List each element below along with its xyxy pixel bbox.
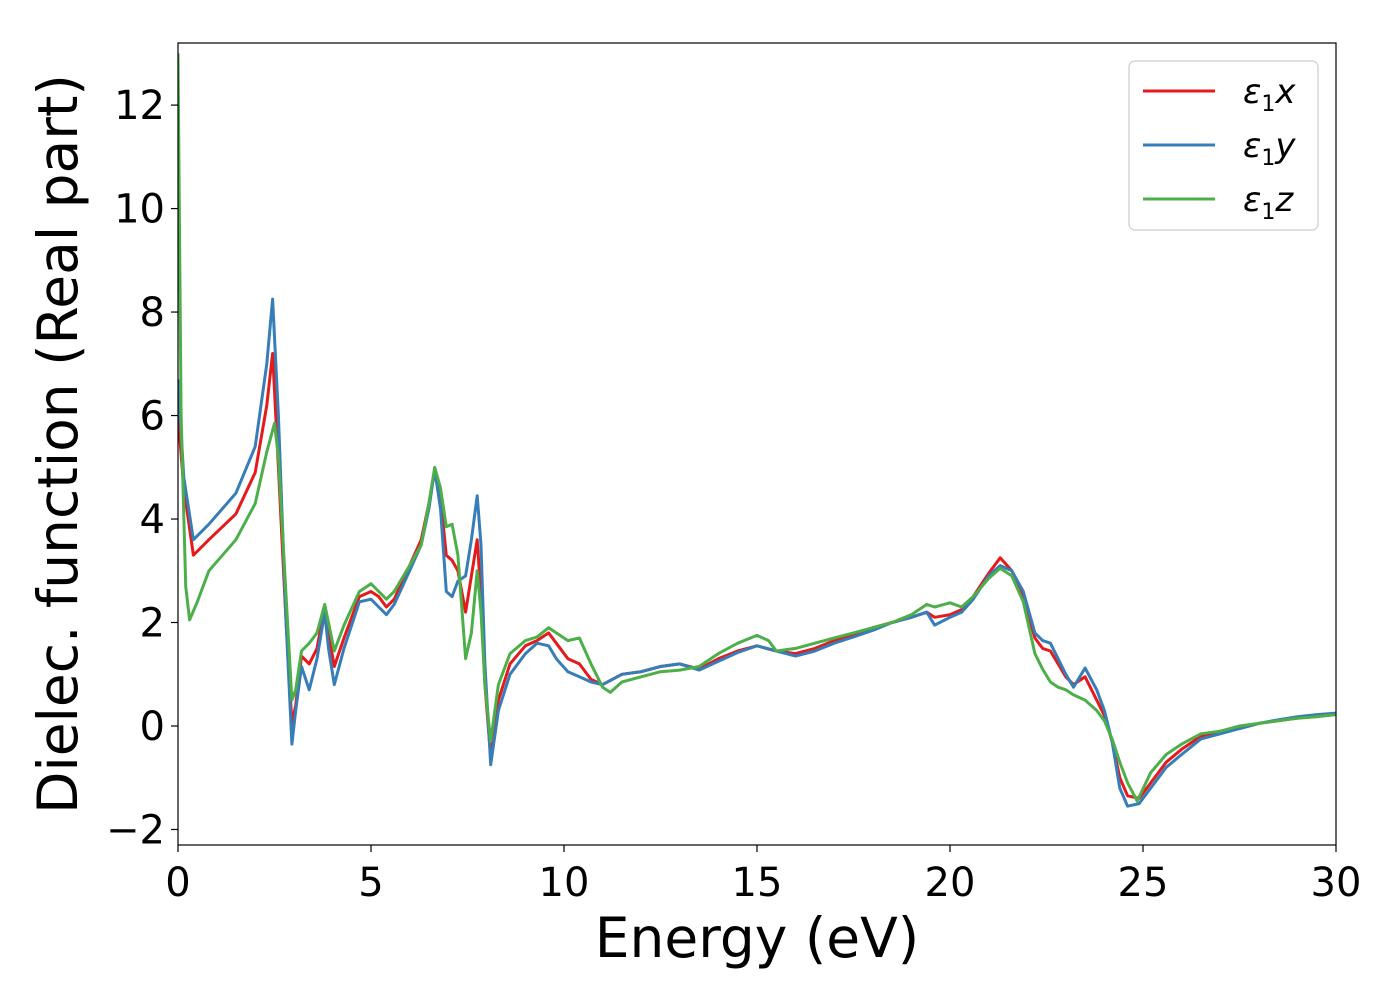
legend-entry-y: ε1y [1243,126,1296,171]
x-tick-label: 20 [925,860,976,906]
series-line-x [178,352,1336,800]
series-line-y [178,297,1336,808]
legend-suffix: x [1274,72,1296,112]
series-lines [178,53,1336,808]
y-tick-label: 8 [140,290,165,336]
legend-subscript: 1 [1261,92,1275,117]
x-tick-label: 30 [1311,860,1362,906]
legend-symbol: ε [1243,72,1261,112]
plot-area [177,42,1337,846]
legend-entry-z: ε1z [1243,180,1294,225]
y-tick-label: 2 [140,601,165,647]
y-tick-label: −2 [106,807,165,853]
x-tick-label: 10 [539,860,590,906]
legend-subscript: 1 [1261,200,1275,225]
legend-symbol: ε [1243,126,1261,166]
legend-suffix: y [1274,126,1296,166]
x-tick-label: 15 [732,860,783,906]
y-tick-label: 0 [140,704,165,750]
x-tick-label: 0 [165,860,190,906]
x-tick-label: 5 [358,860,383,906]
plot-frame [177,42,1337,846]
series-line-z [178,53,1336,803]
y-tick-label: 10 [114,187,165,233]
legend-subscript: 1 [1261,146,1275,171]
x-axis-label: Energy (eV) [595,906,919,970]
legend-suffix: z [1274,180,1294,220]
legend-symbol: ε [1243,180,1261,220]
legend-box [1128,60,1319,231]
y-tick-label: 12 [114,83,165,129]
legend-entry-x: ε1x [1243,72,1296,117]
y-tick-label: 6 [140,394,165,440]
x-tick-label: 25 [1118,860,1169,906]
y-axis-label: Dielec. function (Real part) [26,74,90,814]
y-tick-label: 4 [140,497,165,543]
